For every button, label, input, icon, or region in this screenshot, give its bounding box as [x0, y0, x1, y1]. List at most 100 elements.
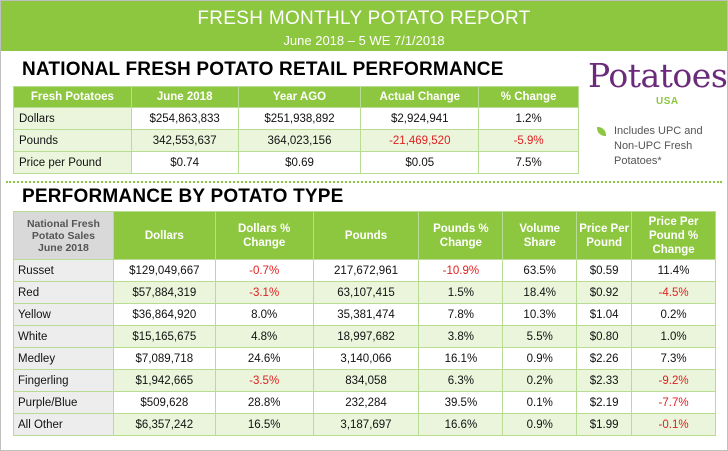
volume-share-cell: 5.5%	[502, 325, 578, 348]
table-cell: $0.69	[237, 151, 362, 174]
pounds-cell: 217,672,961	[312, 259, 420, 282]
table-row: Purple/Blue $509,628 28.8% 232,284 39.5% 0.1%…	[13, 391, 716, 414]
dollars-change-cell: 8.0%	[214, 303, 314, 326]
price-change-cell: -4.5%	[631, 281, 716, 304]
dollars-change-cell: 28.8%	[214, 391, 314, 414]
dollars-change-cell: 24.6%	[214, 347, 314, 370]
table-header-row: National Fresh Potato Sales June 2018 Do…	[13, 211, 716, 260]
table-row: Medley $7,089,718 24.6% 3,140,066 16.1% 0.9% $…	[13, 347, 716, 370]
corner-header: National Fresh Potato Sales June 2018	[13, 211, 114, 260]
dollars-change-cell: -3.1%	[214, 281, 314, 304]
national-section-title: NATIONAL FRESH POTATO RETAIL PERFORMANCE	[22, 59, 504, 80]
price-change-cell: 11.4%	[631, 259, 716, 282]
row-label: Red	[13, 281, 114, 304]
logo-usa-label: USA	[656, 96, 679, 107]
pounds-change-cell: -10.9%	[418, 259, 504, 282]
dollars-change-cell: 4.8%	[214, 325, 314, 348]
potato-type-rows: Russet $129,049,667 -0.7% 217,672,961 -10.9%…	[13, 259, 716, 436]
row-label: Yellow	[13, 303, 114, 326]
national-performance-table: Fresh Potatoes June 2018 Year AGO Actual…	[13, 86, 579, 174]
table-cell: $0.05	[360, 151, 480, 174]
column-header: Actual Change	[360, 86, 480, 108]
row-label: Pounds	[13, 129, 132, 152]
pounds-change-cell: 7.8%	[418, 303, 504, 326]
row-label: White	[13, 325, 114, 348]
volume-share-cell: 0.9%	[502, 347, 578, 370]
table-row: Yellow $36,864,920 8.0% 35,381,474 7.8% 10.3%…	[13, 303, 716, 326]
potato-type-table: National Fresh Potato Sales June 2018 Do…	[13, 211, 716, 436]
pounds-cell: 3,187,697	[312, 413, 420, 436]
column-header: Dollars % Change	[214, 211, 314, 260]
row-label: Russet	[13, 259, 114, 282]
row-label: Dollars	[13, 107, 132, 130]
price-per-pound-cell: $0.59	[576, 259, 633, 282]
price-per-pound-cell: $1.99	[576, 413, 633, 436]
upc-note: Includes UPC and Non-UPC Fresh Potatoes*	[597, 124, 721, 169]
dollars-cell: $1,942,665	[112, 369, 216, 392]
table-cell: $2,924,941	[360, 107, 480, 130]
price-per-pound-cell: $2.26	[576, 347, 633, 370]
price-change-cell: -7.7%	[631, 391, 716, 414]
price-change-cell: 1.0%	[631, 325, 716, 348]
table-cell: -5.9%	[478, 129, 579, 152]
type-section-title: PERFORMANCE BY POTATO TYPE	[22, 186, 344, 207]
row-label: All Other	[13, 413, 114, 436]
column-header: Pounds	[312, 211, 420, 260]
dollars-cell: $36,864,920	[112, 303, 216, 326]
pounds-change-cell: 16.6%	[418, 413, 504, 436]
report-subtitle: June 2018 – 5 WE 7/1/2018	[283, 33, 445, 48]
row-label: Fingerling	[13, 369, 114, 392]
column-header: Fresh Potatoes	[13, 86, 132, 108]
pounds-cell: 232,284	[312, 391, 420, 414]
pounds-cell: 63,107,415	[312, 281, 420, 304]
row-label: Price per Pound	[13, 151, 132, 174]
volume-share-cell: 0.9%	[502, 413, 578, 436]
table-cell: 7.5%	[478, 151, 579, 174]
row-label: Purple/Blue	[13, 391, 114, 414]
table-row: White $15,165,675 4.8% 18,997,682 3.8% 5.5% $0…	[13, 325, 716, 348]
pounds-change-cell: 6.3%	[418, 369, 504, 392]
table-header-row: Fresh Potatoes June 2018 Year AGO Actual…	[13, 86, 579, 108]
leaf-icon	[597, 127, 606, 136]
price-per-pound-cell: $0.80	[576, 325, 633, 348]
volume-share-cell: 0.2%	[502, 369, 578, 392]
pounds-cell: 834,058	[312, 369, 420, 392]
volume-share-cell: 10.3%	[502, 303, 578, 326]
column-header: Year AGO	[237, 86, 362, 108]
volume-share-cell: 18.4%	[502, 281, 578, 304]
price-change-cell: 7.3%	[631, 347, 716, 370]
volume-share-cell: 63.5%	[502, 259, 578, 282]
table-row: All Other $6,357,242 16.5% 3,187,697 16.6% 0.…	[13, 413, 716, 436]
table-cell: -21,469,520	[360, 129, 480, 152]
table-cell: 364,023,156	[237, 129, 362, 152]
upc-note-text: Includes UPC and Non-UPC Fresh Potatoes*	[614, 125, 703, 167]
table-cell: $251,938,892	[237, 107, 362, 130]
pounds-cell: 18,997,682	[312, 325, 420, 348]
table-cell: 1.2%	[478, 107, 579, 130]
dollars-cell: $129,049,667	[112, 259, 216, 282]
report-title: FRESH MONTHLY POTATO REPORT	[197, 8, 531, 29]
price-per-pound-cell: $2.19	[576, 391, 633, 414]
column-header: Price Per Pound	[576, 211, 633, 260]
column-header: June 2018	[130, 86, 239, 108]
column-header: Price Per Pound % Change	[631, 211, 716, 260]
price-change-cell: -0.1%	[631, 413, 716, 436]
table-row: Russet $129,049,667 -0.7% 217,672,961 -10.9%…	[13, 259, 716, 282]
dollars-cell: $57,884,319	[112, 281, 216, 304]
column-header: Volume Share	[502, 211, 578, 260]
price-per-pound-cell: $2.33	[576, 369, 633, 392]
dollars-change-cell: -0.7%	[214, 259, 314, 282]
pounds-cell: 3,140,066	[312, 347, 420, 370]
table-cell: $0.74	[130, 151, 239, 174]
table-cell: 342,553,637	[130, 129, 239, 152]
report-banner: FRESH MONTHLY POTATO REPORT June 2018 – …	[1, 1, 727, 51]
volume-share-cell: 0.1%	[502, 391, 578, 414]
price-change-cell: -9.2%	[631, 369, 716, 392]
dollars-cell: $7,089,718	[112, 347, 216, 370]
price-per-pound-cell: $1.04	[576, 303, 633, 326]
column-header: Dollars	[112, 211, 216, 260]
corner-header-line: June 2018	[38, 241, 89, 254]
price-change-cell: 0.2%	[631, 303, 716, 326]
corner-header-line: Potato Sales	[31, 229, 95, 242]
dollars-cell: $6,357,242	[112, 413, 216, 436]
